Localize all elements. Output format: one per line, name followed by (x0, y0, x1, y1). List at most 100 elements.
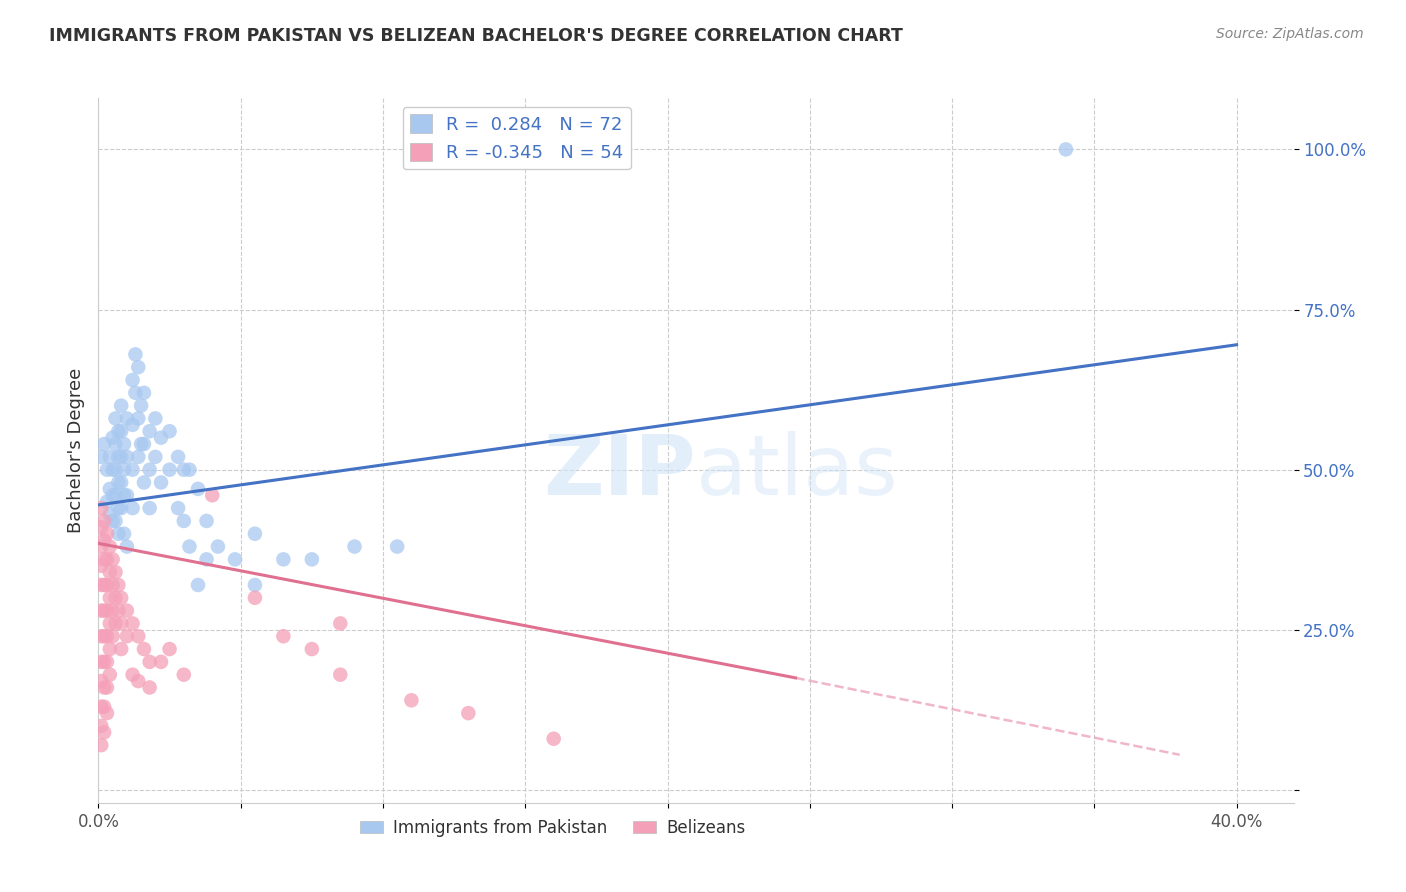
Point (121, 417, 143, 432)
Point (173, 667, 195, 681)
Point (101, 629, 124, 643)
Point (96, 526, 118, 541)
Point (93, 629, 115, 643)
Point (104, 488, 127, 502)
Point (110, 424, 132, 438)
Point (107, 450, 129, 464)
Point (187, 578, 209, 592)
Point (96, 655, 118, 669)
Point (98, 565, 121, 579)
Point (107, 526, 129, 541)
Point (104, 565, 127, 579)
Point (127, 360, 149, 375)
Text: Source: ZipAtlas.com: Source: ZipAtlas.com (1216, 27, 1364, 41)
Point (243, 591, 266, 605)
Point (543, 731, 565, 746)
Point (121, 616, 143, 631)
Point (121, 667, 143, 681)
Point (195, 552, 218, 566)
Point (96, 629, 118, 643)
Point (201, 488, 224, 502)
Point (143, 450, 166, 464)
Point (401, 693, 423, 707)
Point (127, 674, 149, 689)
Point (93, 578, 115, 592)
Point (115, 411, 138, 425)
Point (93, 681, 115, 695)
Point (98, 482, 121, 496)
Point (173, 514, 195, 528)
Point (150, 655, 173, 669)
Point (90, 520, 112, 534)
Point (96, 706, 118, 720)
Point (150, 431, 173, 445)
Point (112, 437, 135, 451)
Point (167, 501, 190, 516)
Point (138, 501, 160, 516)
Text: atlas: atlas (696, 431, 897, 512)
Point (90, 738, 112, 752)
Point (115, 488, 138, 502)
Point (173, 463, 195, 477)
Point (101, 514, 124, 528)
Point (179, 463, 201, 477)
Point (110, 475, 132, 490)
Point (93, 437, 115, 451)
Point (96, 463, 118, 477)
Point (112, 526, 135, 541)
Point (110, 591, 132, 605)
Point (104, 616, 127, 631)
Point (101, 431, 124, 445)
Point (107, 424, 129, 438)
Point (101, 463, 124, 477)
Point (115, 540, 138, 554)
Point (98, 508, 121, 522)
Point (90, 540, 112, 554)
Point (138, 681, 160, 695)
Point (90, 719, 112, 733)
Point (301, 642, 323, 657)
Point (273, 629, 295, 643)
Point (132, 475, 155, 490)
Point (90, 501, 112, 516)
Point (96, 604, 118, 618)
Point (121, 501, 143, 516)
Point (121, 373, 143, 387)
Point (93, 533, 115, 548)
Point (110, 616, 132, 631)
Point (93, 552, 115, 566)
Point (112, 488, 135, 502)
Point (187, 482, 209, 496)
Point (98, 450, 121, 464)
Point (224, 552, 246, 566)
Point (96, 681, 118, 695)
Point (127, 411, 149, 425)
Point (115, 604, 138, 618)
Point (90, 558, 112, 573)
Point (159, 424, 181, 438)
Point (110, 399, 132, 413)
Point (104, 591, 127, 605)
Point (1054, 142, 1077, 156)
Point (98, 642, 121, 657)
Point (329, 667, 352, 681)
Legend: Immigrants from Pakistan, Belizeans: Immigrants from Pakistan, Belizeans (353, 813, 752, 844)
Point (90, 450, 112, 464)
Point (243, 578, 266, 592)
Point (110, 642, 132, 657)
Point (195, 514, 218, 528)
Point (457, 706, 479, 720)
Point (101, 604, 124, 618)
Point (101, 552, 124, 566)
Point (104, 437, 127, 451)
Point (143, 411, 166, 425)
Point (273, 552, 295, 566)
Point (115, 629, 138, 643)
Point (159, 642, 181, 657)
Point (107, 475, 129, 490)
Point (132, 437, 155, 451)
Point (101, 578, 124, 592)
Point (150, 475, 173, 490)
Point (93, 699, 115, 714)
Point (385, 540, 409, 554)
